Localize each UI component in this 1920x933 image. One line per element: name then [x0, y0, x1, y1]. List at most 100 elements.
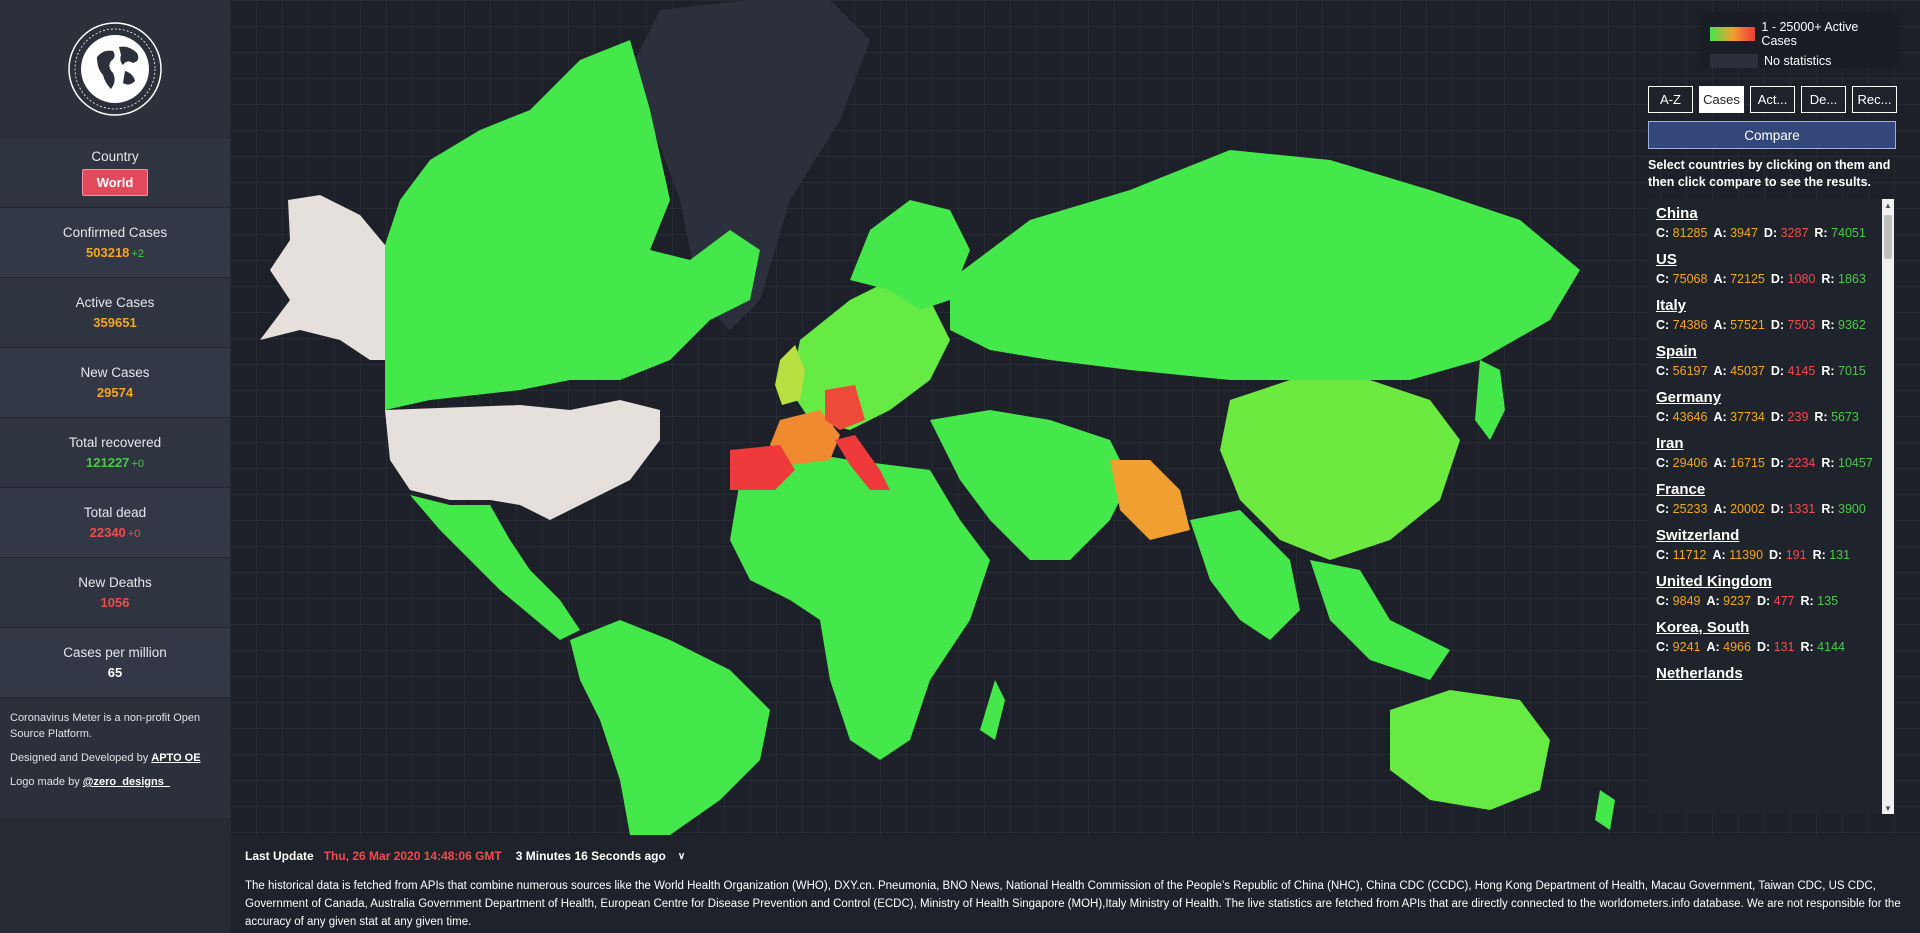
country-name[interactable]: Spain	[1656, 343, 1697, 360]
country-list[interactable]: China C: 81285 A: 3947 D: 3287 R: 74051 US C: …	[1648, 199, 1896, 814]
country-item[interactable]: US C: 75068 A: 72125 D: 1080 R: 1863	[1656, 251, 1880, 289]
stat-key: A:	[1713, 226, 1731, 240]
map-greenland[interactable]	[630, 0, 870, 330]
country-name[interactable]: Korea, South	[1656, 619, 1750, 636]
map-scandinavia[interactable]	[850, 200, 970, 310]
country-stat-d: 1080	[1787, 272, 1816, 286]
world-map[interactable]: 1 - 25000+ Active Cases No statistics	[230, 0, 1920, 835]
sort-button-4[interactable]: Rec...	[1852, 86, 1897, 113]
country-item[interactable]: United Kingdom C: 9849 A: 9237 D: 477 R: 135	[1656, 573, 1880, 611]
compare-button[interactable]: Compare	[1648, 121, 1896, 149]
country-stat-d: 1331	[1787, 502, 1816, 516]
stat-key: R:	[1821, 318, 1839, 332]
apto-link[interactable]: APTO OE	[151, 752, 201, 764]
map-uk[interactable]	[775, 345, 805, 405]
map-madagascar[interactable]	[980, 680, 1005, 740]
legend-nostat-label: No statistics	[1764, 54, 1832, 68]
stat-value-wrap: 29574	[97, 385, 133, 400]
country-stats: C: 25233 A: 20002 D: 1331 R: 3900	[1656, 500, 1880, 519]
map-india[interactable]	[1190, 510, 1300, 640]
country-stats: C: 9241 A: 4966 D: 131 R: 4144	[1656, 638, 1880, 657]
country-item[interactable]: Germany C: 43646 A: 37734 D: 239 R: 5673	[1656, 389, 1880, 427]
map-new-zealand[interactable]	[1595, 790, 1615, 830]
map-mexico[interactable]	[410, 495, 580, 640]
country-item[interactable]: Korea, South C: 9241 A: 4966 D: 131 R: 4144	[1656, 619, 1880, 657]
country-name[interactable]: Iran	[1656, 435, 1684, 452]
country-stat-c: 74386	[1672, 318, 1708, 332]
map-svg[interactable]	[230, 0, 1920, 835]
map-spain[interactable]	[730, 445, 795, 490]
country-name[interactable]: US	[1656, 251, 1677, 268]
country-stat-r: 7015	[1838, 364, 1866, 378]
map-southeast-asia[interactable]	[1310, 560, 1450, 680]
last-update-ago: 3 Minutes 16 Seconds ago	[515, 849, 666, 863]
map-middle-east[interactable]	[930, 410, 1130, 560]
map-australia[interactable]	[1390, 690, 1550, 810]
stat-total-recovered: Total recovered 121227 +0	[0, 418, 230, 488]
map-germany[interactable]	[825, 385, 865, 430]
map-usa[interactable]	[385, 400, 660, 520]
country-item[interactable]: Netherlands	[1656, 665, 1880, 684]
chevron-down-icon[interactable]: ∨	[677, 850, 686, 862]
country-name[interactable]: China	[1656, 205, 1698, 222]
stat-label: New Cases	[80, 365, 150, 380]
map-italy[interactable]	[835, 435, 890, 490]
country-name[interactable]: United Kingdom	[1656, 573, 1772, 590]
country-selector: Country World	[0, 138, 230, 208]
legend-active-label: 1 - 25000+ Active Cases	[1761, 20, 1859, 48]
stat-value-wrap: 503218 +2	[86, 245, 144, 260]
world-button[interactable]: World	[81, 169, 149, 196]
stat-key: A:	[1713, 272, 1731, 286]
stat-key: C:	[1656, 410, 1673, 424]
stat-value: 1056	[100, 595, 130, 610]
country-item[interactable]: China C: 81285 A: 3947 D: 3287 R: 74051	[1656, 205, 1880, 243]
country-name[interactable]: Netherlands	[1656, 665, 1743, 682]
map-legend: 1 - 25000+ Active Cases No statistics	[1700, 12, 1900, 68]
country-stat-r: 3900	[1838, 502, 1866, 516]
map-france[interactable]	[770, 410, 840, 465]
scroll-up-icon[interactable]: ▲	[1884, 200, 1892, 210]
country-name[interactable]: Italy	[1656, 297, 1687, 314]
scrollbar[interactable]: ▲ ▼	[1882, 199, 1894, 814]
stat-key: D:	[1770, 456, 1788, 470]
stat-key: D:	[1769, 548, 1786, 562]
sort-button-2[interactable]: Act...	[1750, 86, 1795, 113]
map-japan[interactable]	[1475, 360, 1505, 440]
country-label: Country	[91, 149, 139, 164]
about-text: Coronavirus Meter is a non-profit Open S…	[10, 712, 201, 740]
scroll-thumb[interactable]	[1884, 215, 1892, 259]
stat-key: C:	[1656, 548, 1673, 562]
country-item[interactable]: France C: 25233 A: 20002 D: 1331 R: 3900	[1656, 481, 1880, 519]
scroll-down-icon[interactable]: ▼	[1884, 803, 1892, 813]
country-name[interactable]: Germany	[1656, 389, 1722, 406]
country-name[interactable]: France	[1656, 481, 1706, 498]
stat-key: C:	[1656, 594, 1673, 608]
map-china[interactable]	[1220, 380, 1460, 560]
country-name[interactable]: Switzerland	[1656, 527, 1740, 544]
country-stats: C: 81285 A: 3947 D: 3287 R: 74051	[1656, 224, 1880, 243]
map-canada[interactable]	[385, 40, 760, 410]
stat-key: A:	[1713, 502, 1731, 516]
country-item[interactable]: Spain C: 56197 A: 45037 D: 4145 R: 7015	[1656, 343, 1880, 381]
zero-designs-link[interactable]: @zero_designs_	[82, 776, 170, 788]
country-item[interactable]: Switzerland C: 11712 A: 11390 D: 191 R: 131	[1656, 527, 1880, 565]
map-russia[interactable]	[950, 150, 1580, 380]
stat-key: D:	[1756, 594, 1774, 608]
country-stat-d: 2234	[1787, 456, 1816, 470]
stat-key: R:	[1814, 410, 1832, 424]
country-item[interactable]: Italy C: 74386 A: 57521 D: 7503 R: 9362	[1656, 297, 1880, 335]
stats-list: Confirmed Cases 503218 +2 Active Cases 35965…	[0, 208, 230, 698]
country-stat-r: 5673	[1831, 410, 1859, 424]
stat-key: A:	[1713, 410, 1731, 424]
map-alaska[interactable]	[260, 195, 390, 360]
last-update-label: Last Update	[245, 849, 314, 863]
sort-button-1[interactable]: Cases	[1699, 86, 1744, 113]
map-south-america[interactable]	[570, 620, 770, 835]
map-africa[interactable]	[730, 450, 990, 760]
sort-button-3[interactable]: De...	[1801, 86, 1846, 113]
country-item[interactable]: Iran C: 29406 A: 16715 D: 2234 R: 10457	[1656, 435, 1880, 473]
map-iran[interactable]	[1110, 460, 1190, 540]
stat-delta: +0	[127, 528, 141, 540]
sort-button-0[interactable]: A-Z	[1648, 86, 1693, 113]
stat-key: C:	[1656, 456, 1673, 470]
